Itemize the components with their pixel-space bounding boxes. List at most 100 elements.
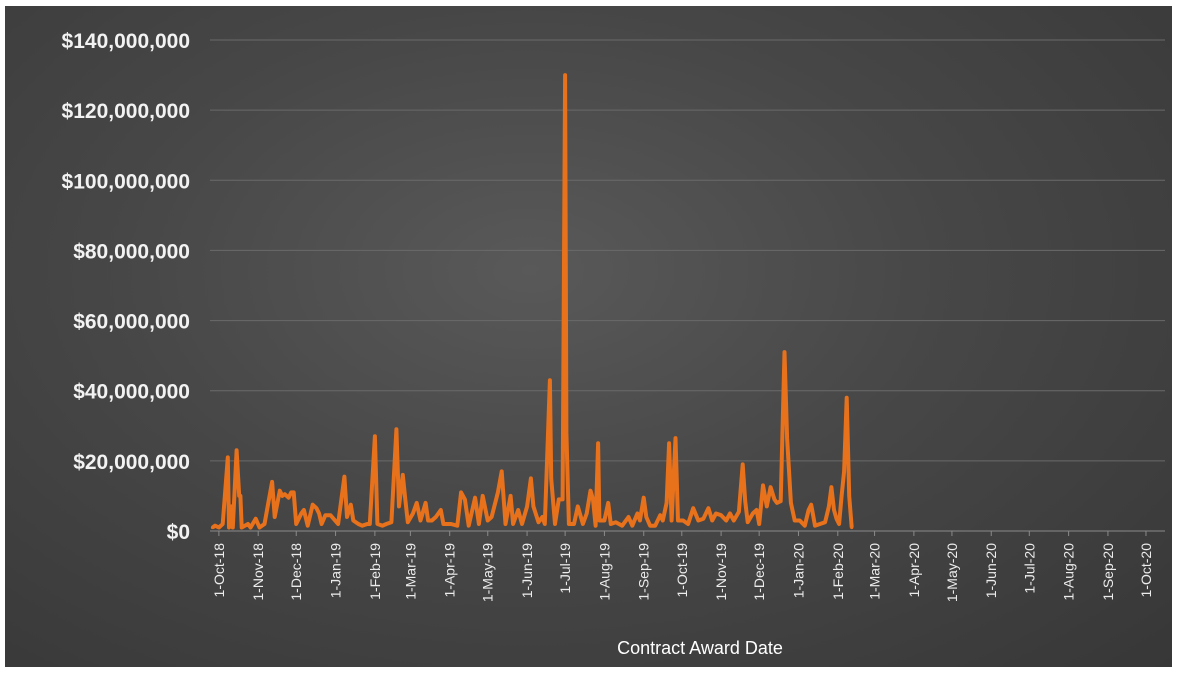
x-tick-label: 1-Jul-20 xyxy=(1021,543,1037,594)
data-point xyxy=(606,501,610,505)
x-axis-tick-labels: 1-Oct-18 1-Nov-18 1-Dec-18 1-Jan-19 1-Feb-19… xyxy=(211,543,1154,602)
data-point xyxy=(455,524,459,528)
data-point xyxy=(823,520,827,524)
x-tick-label: 1-Nov-18 xyxy=(250,543,266,601)
data-point xyxy=(591,497,595,501)
data-point xyxy=(706,506,711,510)
data-point xyxy=(847,494,851,498)
data-point xyxy=(626,515,631,519)
data-point xyxy=(737,510,741,514)
data-point xyxy=(254,517,258,521)
data-point xyxy=(635,511,640,516)
data-point xyxy=(596,441,600,445)
data-point xyxy=(231,525,235,530)
data-point xyxy=(829,485,834,489)
data-point xyxy=(785,436,789,440)
data-point xyxy=(803,524,807,528)
x-tick-label: 1-Feb-19 xyxy=(367,543,383,600)
data-point xyxy=(486,518,490,523)
data-point xyxy=(765,504,769,508)
data-point xyxy=(351,518,355,523)
data-point xyxy=(509,494,513,498)
data-point xyxy=(757,522,761,526)
data-point xyxy=(249,525,253,530)
data-point xyxy=(743,499,747,503)
data-point xyxy=(543,522,547,526)
data-point xyxy=(602,518,607,523)
data-point xyxy=(394,427,398,431)
data-point xyxy=(320,522,324,526)
data-point xyxy=(235,448,239,452)
data-point xyxy=(644,515,648,519)
x-tick-label: 1-Oct-20 xyxy=(1138,543,1154,598)
y-tick-label: $120,000,000 xyxy=(62,100,190,123)
data-point xyxy=(292,490,296,494)
data-point xyxy=(380,524,385,528)
x-tick-label: 1-Nov-19 xyxy=(713,543,729,601)
data-point xyxy=(842,469,846,473)
x-tick-label: 1-Apr-20 xyxy=(906,543,922,598)
data-point xyxy=(732,518,736,523)
data-point xyxy=(424,501,428,505)
data-point xyxy=(496,490,500,494)
data-point xyxy=(661,518,665,523)
data-point xyxy=(653,524,657,528)
data-point xyxy=(525,504,529,508)
data-point xyxy=(459,490,463,494)
x-tick-label: 1-Mar-19 xyxy=(402,543,418,600)
data-point xyxy=(594,524,598,528)
data-point xyxy=(642,496,646,500)
data-point xyxy=(401,473,405,477)
data-point xyxy=(226,455,230,459)
x-tick-label: 1-Jan-20 xyxy=(790,543,806,598)
x-tick-label: 1-Oct-19 xyxy=(674,543,690,598)
data-point xyxy=(691,506,695,510)
data-point xyxy=(520,522,524,526)
x-tick-label: 1-Dec-19 xyxy=(751,543,767,601)
data-point xyxy=(834,517,839,521)
y-tick-label: $40,000,000 xyxy=(73,381,190,404)
data-point xyxy=(210,525,215,530)
data-point xyxy=(360,524,364,528)
data-point xyxy=(434,515,438,519)
data-point xyxy=(531,504,536,508)
data-point xyxy=(548,378,552,382)
data-point xyxy=(311,503,315,507)
series-layer xyxy=(210,73,854,530)
data-point xyxy=(827,504,831,508)
data-point xyxy=(299,511,303,516)
data-point xyxy=(798,518,802,523)
data-point xyxy=(411,511,415,516)
x-tick-label: 1-Sep-20 xyxy=(1100,543,1116,601)
data-point xyxy=(673,436,678,440)
data-point xyxy=(273,515,277,519)
data-point xyxy=(588,489,593,493)
data-point xyxy=(681,518,685,523)
data-point xyxy=(793,518,797,523)
x-tick-label: 1-Apr-19 xyxy=(442,543,458,598)
data-point xyxy=(463,497,467,501)
data-point xyxy=(227,525,231,530)
data-point xyxy=(287,496,291,500)
data-point xyxy=(449,522,453,526)
data-point xyxy=(467,524,471,528)
data-point xyxy=(557,497,561,501)
x-tick-label: 1-Jul-19 xyxy=(557,543,573,594)
y-axis-tick-labels: $0 $20,000,000 $40,000,000 $60,000,000 $80,0… xyxy=(62,30,190,544)
data-point xyxy=(807,508,811,512)
data-point xyxy=(572,522,576,526)
data-point xyxy=(686,522,690,526)
data-point xyxy=(658,513,662,517)
data-point xyxy=(294,522,298,526)
data-point xyxy=(850,525,854,530)
data-point xyxy=(441,522,445,526)
series-line xyxy=(211,73,854,530)
data-point xyxy=(775,501,779,505)
data-point xyxy=(755,508,759,512)
data-point xyxy=(536,520,541,524)
data-point xyxy=(751,511,755,516)
data-point xyxy=(719,513,723,517)
x-tick-label: 1-May-19 xyxy=(480,543,496,602)
data-point xyxy=(302,508,306,512)
data-point xyxy=(549,476,553,480)
